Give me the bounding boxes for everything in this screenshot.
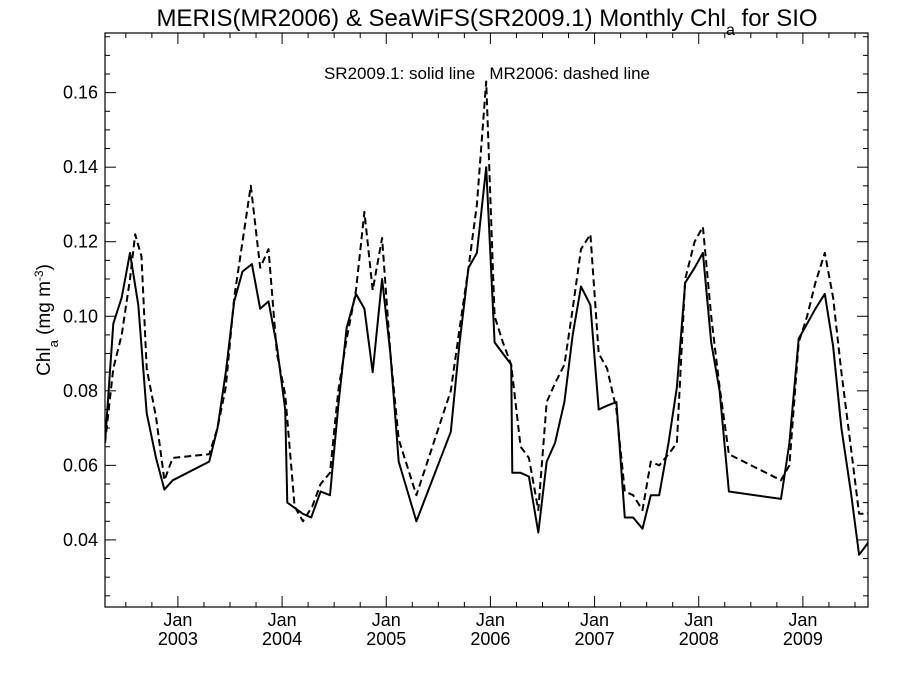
y-tick-label: 0.10 [63, 306, 98, 326]
y-axis-label-subscript: a [46, 339, 61, 347]
y-axis-label-prefix: Chl [34, 347, 55, 376]
chart-title-suffix: for SIO [735, 5, 818, 32]
series-line-dashed [105, 80, 868, 523]
y-tick-label: 0.04 [63, 530, 98, 550]
y-tick-label: 0.12 [63, 232, 98, 252]
x-tick-month-label: Jan [580, 610, 609, 630]
x-tick-year-label: 2008 [679, 629, 719, 649]
x-tick-month-label: Jan [163, 610, 192, 630]
x-tick-year-label: 2006 [470, 629, 510, 649]
x-tick-month-label: Jan [788, 610, 817, 630]
chart-title-subscript: a [726, 22, 735, 39]
series-layer [105, 80, 868, 556]
x-tick-month-label: Jan [684, 610, 713, 630]
axis-tick-labels: 0.040.060.080.100.120.140.16Jan2003Jan20… [63, 83, 823, 649]
x-tick-year-label: 2007 [575, 629, 615, 649]
legend-annotation: SR2009.1: solid line MR2006: dashed line [324, 64, 650, 83]
y-axis-label-superscript: -3 [32, 270, 46, 281]
y-axis-label-mid: (mg m [34, 281, 55, 340]
x-tick-year-label: 2009 [783, 629, 823, 649]
x-tick-month-label: Jan [268, 610, 297, 630]
y-tick-label: 0.16 [63, 83, 98, 103]
y-axis-label: Chla (mg m-3) [32, 264, 61, 376]
chart-title-prefix: MERIS(MR2006) & SeaWiFS(SR2009.1) Monthl… [156, 5, 726, 32]
y-tick-label: 0.06 [63, 455, 98, 475]
chart-title: MERIS(MR2006) & SeaWiFS(SR2009.1) Monthl… [156, 5, 817, 39]
axis-ticks [105, 33, 868, 607]
y-tick-label: 0.14 [63, 157, 98, 177]
x-tick-year-label: 2004 [262, 629, 302, 649]
y-axis-label-suffix: ) [34, 264, 55, 270]
x-tick-month-label: Jan [372, 610, 401, 630]
plot-frame [104, 32, 869, 608]
x-tick-year-label: 2005 [366, 629, 406, 649]
y-tick-label: 0.08 [63, 381, 98, 401]
series-line-solid [105, 166, 868, 556]
x-tick-month-label: Jan [476, 610, 505, 630]
x-tick-year-label: 2003 [158, 629, 198, 649]
